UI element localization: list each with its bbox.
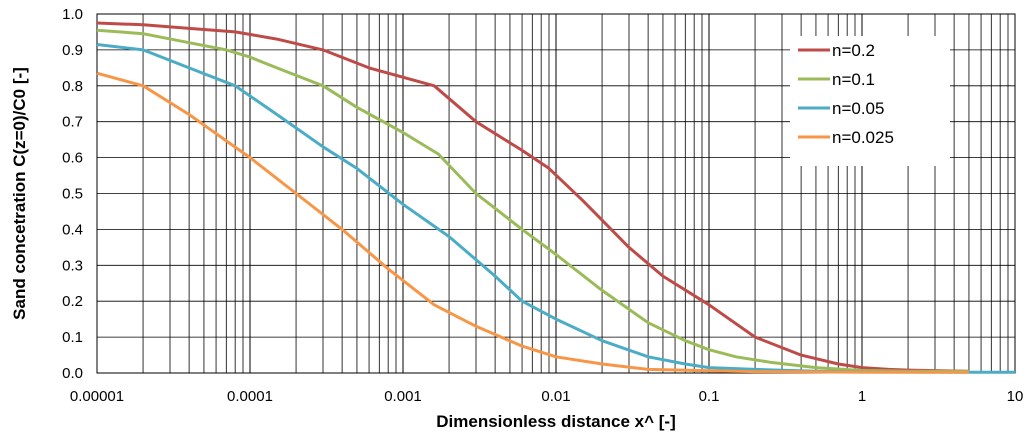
x-tick-label: 0.001	[384, 388, 422, 405]
legend: n=0.2 n=0.1 n=0.05 n=0.025	[790, 36, 950, 166]
y-tick-label: 0.5	[62, 186, 83, 203]
legend-label-3: n=0.05	[832, 99, 884, 118]
series-line-4	[96, 71, 969, 374]
x-axis-ticks: 0.00001 0.0001 0.001 0.01 0.1 1 10	[70, 388, 1023, 405]
x-tick-label: 10	[1007, 388, 1024, 405]
series-line-1	[96, 21, 969, 373]
y-tick-label: 0.3	[62, 257, 83, 274]
y-tick-label: 0.6	[62, 150, 83, 167]
y-tick-label: 0.4	[62, 221, 83, 238]
legend-label-2: n=0.1	[832, 70, 875, 89]
y-axis-ticks: 0.0 0.1 0.2 0.3 0.4 0.5 0.6 0.7 0.8 0.9 1.0	[62, 6, 83, 382]
plot-area	[96, 13, 1016, 374]
x-tick-label: 0.1	[699, 388, 720, 405]
x-axis-title: Dimensionless distance x^ [-]	[436, 412, 676, 431]
legend-label-4: n=0.025	[832, 128, 894, 147]
y-tick-label: 0.9	[62, 42, 83, 59]
legend-label-1: n=0.2	[832, 41, 875, 60]
y-tick-label: 0.7	[62, 114, 83, 131]
y-tick-label: 0.0	[62, 365, 83, 382]
legend-box	[790, 36, 950, 166]
x-tick-label: 1	[858, 388, 866, 405]
y-tick-label: 1.0	[62, 6, 83, 23]
y-tick-label: 0.1	[62, 329, 83, 346]
x-tick-label: 0.00001	[70, 388, 124, 405]
y-tick-label: 0.2	[62, 293, 83, 310]
y-tick-label: 0.8	[62, 78, 83, 95]
series-line-2	[96, 28, 969, 373]
x-tick-label: 0.01	[541, 388, 570, 405]
y-axis-title: Sand concetration C(z=0)/C0 [-]	[10, 67, 29, 320]
series-group	[96, 21, 1015, 374]
x-tick-label: 0.0001	[227, 388, 273, 405]
